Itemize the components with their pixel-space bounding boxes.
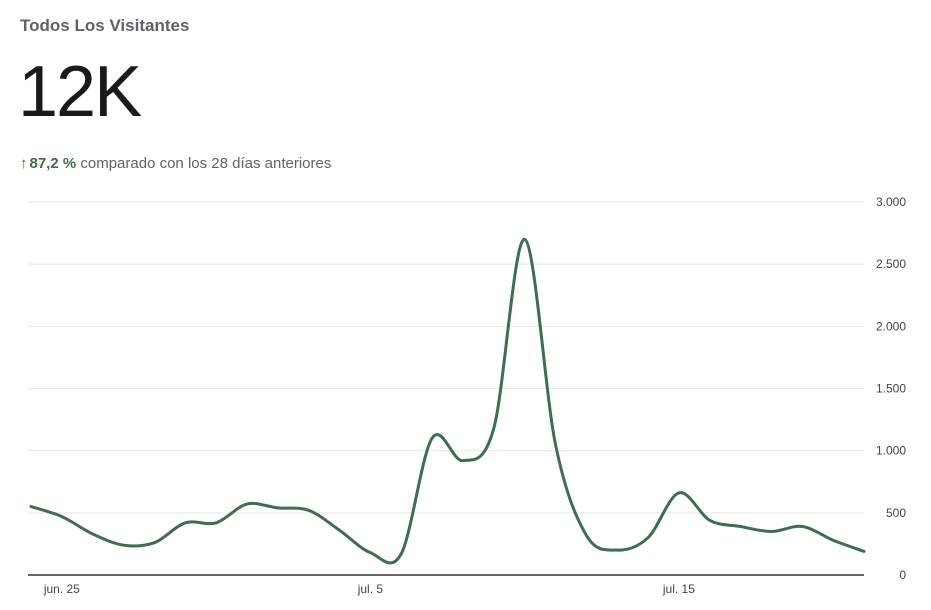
y-axis-ticks: 0 500 1.000 1.500 2.000 2.500 3.000 <box>876 195 906 582</box>
comparison-line: ↑ 87,2 % comparado con los 28 días anteri… <box>20 155 331 172</box>
y-tick-label: 500 <box>886 506 906 520</box>
arrow-up-icon: ↑ <box>20 155 28 172</box>
y-tick-label: 3.000 <box>876 195 906 209</box>
y-tick-label: 2.000 <box>876 319 906 333</box>
card-title: Todos Los Visitantes <box>20 16 190 35</box>
delta-percentage: 87,2 % <box>29 155 77 172</box>
total-visitors-value: 12K <box>18 52 142 132</box>
series-line <box>29 237 866 565</box>
x-tick-label: jun. 25 <box>43 582 80 596</box>
y-tick-label: 1.500 <box>876 382 906 396</box>
y-tick-label: 2.500 <box>876 257 906 271</box>
y-tick-label: 1.000 <box>876 444 906 458</box>
x-tick-label: jul. 5 <box>357 582 384 596</box>
x-axis-ticks: jun. 25 jul. 5 jul. 15 <box>43 582 695 596</box>
x-tick-label: jul. 15 <box>662 582 695 596</box>
y-tick-label: 0 <box>899 568 906 582</box>
grid-lines <box>28 201 864 514</box>
comparison-text: comparado con los 28 días anteriores <box>80 155 332 172</box>
